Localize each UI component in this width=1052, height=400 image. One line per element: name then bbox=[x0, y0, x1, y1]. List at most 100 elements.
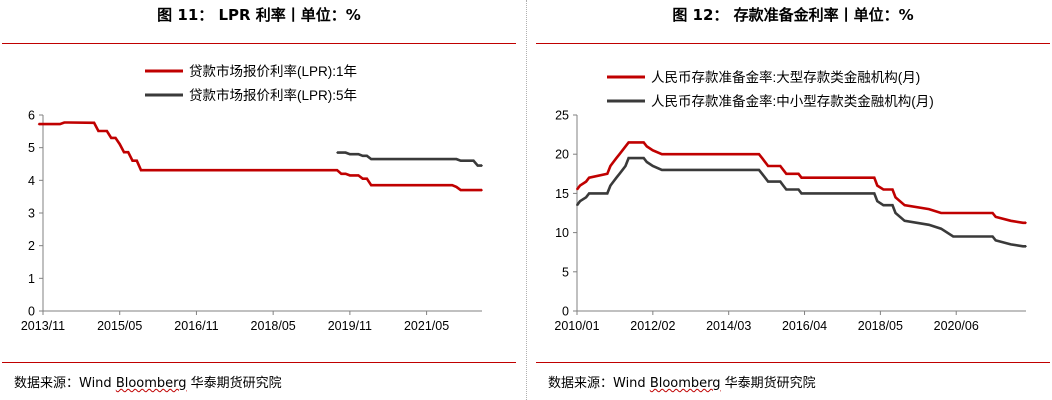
series-point-1 bbox=[618, 153, 621, 155]
series-point-1 bbox=[800, 176, 803, 179]
series-point-2 bbox=[349, 153, 351, 155]
series-point-1 bbox=[579, 184, 581, 187]
series-point-1 bbox=[370, 184, 373, 186]
x-tick-label: 2016/04 bbox=[782, 319, 827, 333]
series-point-1 bbox=[779, 165, 782, 167]
y-tick-label: 0 bbox=[28, 305, 35, 319]
series-point-1 bbox=[873, 176, 876, 179]
series-point-2 bbox=[357, 153, 360, 155]
x-tick-label: 2012/02 bbox=[630, 319, 675, 333]
series-point-2 bbox=[481, 164, 483, 167]
x-tick-label: 2015/05 bbox=[97, 319, 142, 333]
source-underlined: Bloomberg bbox=[115, 376, 187, 391]
series-point-2 bbox=[894, 212, 897, 214]
series-point-2 bbox=[761, 173, 763, 175]
series-point-1 bbox=[1010, 220, 1012, 222]
series-point-1 bbox=[588, 176, 590, 179]
y-tick-label: 10 bbox=[555, 226, 569, 240]
series-point-2 bbox=[1025, 245, 1027, 248]
series-point-2 bbox=[800, 192, 803, 195]
series-point-2 bbox=[361, 155, 364, 157]
series-point-2 bbox=[652, 165, 654, 167]
figure-11-bottom-rule bbox=[2, 362, 516, 363]
y-tick-label: 4 bbox=[28, 174, 35, 188]
series-point-2 bbox=[903, 220, 906, 222]
series-point-1 bbox=[451, 184, 454, 186]
series-point-1 bbox=[42, 123, 44, 125]
series-point-1 bbox=[340, 173, 343, 175]
series-point-2 bbox=[609, 184, 612, 187]
source-prefix: 数据来源：Wind bbox=[14, 376, 116, 391]
series-point-1 bbox=[357, 174, 360, 177]
series-point-1 bbox=[928, 208, 930, 210]
series-point-1 bbox=[627, 141, 630, 144]
y-tick-label: 0 bbox=[562, 305, 569, 319]
figure-12-panel: 图 12： 存款准备金利率丨单位：% 0 5 10 15 20 25 2010/01 2012… bbox=[534, 0, 1052, 400]
y-tick-label: 5 bbox=[28, 141, 35, 155]
series-point-2 bbox=[370, 158, 373, 160]
series-point-1 bbox=[576, 188, 578, 191]
series-point-1 bbox=[67, 121, 70, 124]
y-tick-label: 3 bbox=[28, 207, 35, 221]
series-point-2 bbox=[891, 204, 894, 206]
series-point-2 bbox=[576, 204, 578, 206]
series-point-1 bbox=[118, 143, 121, 145]
series-point-1 bbox=[991, 212, 994, 214]
series-point-2 bbox=[627, 157, 630, 159]
series-point-1 bbox=[63, 121, 66, 124]
series-point-1 bbox=[661, 153, 663, 155]
figure-11-panel: 图 11： LPR 利率丨单位：% 0 1 2 3 4 5 6 2013/11 2015/05 2… bbox=[0, 0, 518, 400]
series-point-1 bbox=[1025, 222, 1027, 224]
series-point-2 bbox=[767, 180, 769, 183]
panel-divider bbox=[526, 0, 527, 400]
series-point-2 bbox=[579, 200, 581, 202]
y-tick-label: 6 bbox=[28, 109, 35, 123]
series-point-2 bbox=[615, 176, 618, 179]
series-point-2 bbox=[624, 165, 627, 167]
lpr-chart: 0 1 2 3 4 5 6 2013/11 2015/05 2016/11 2018/05 2019/… bbox=[21, 63, 483, 333]
series-point-2 bbox=[785, 188, 788, 191]
y-tick-label: 2 bbox=[28, 239, 35, 253]
series-point-2 bbox=[459, 159, 462, 162]
series-point-1 bbox=[876, 184, 879, 187]
series-point-2 bbox=[779, 180, 782, 183]
series-point-2 bbox=[366, 155, 368, 157]
series-point-2 bbox=[585, 196, 587, 199]
series-point-2 bbox=[1022, 245, 1024, 248]
series-point-1 bbox=[37, 123, 40, 125]
series-line-2 bbox=[575, 156, 1026, 248]
x-tick-label: 2018/05 bbox=[251, 319, 296, 333]
series-point-2 bbox=[472, 159, 475, 162]
figure-12-title: 图 12： 存款准备金利率丨单位：% bbox=[672, 6, 914, 24]
series-point-1 bbox=[123, 151, 125, 153]
series-point-1 bbox=[1022, 222, 1024, 224]
series-point-1 bbox=[140, 169, 142, 171]
x-tick-label: 2020/06 bbox=[934, 319, 979, 333]
source-prefix: 数据来源：Wind bbox=[548, 376, 650, 391]
x-tick-label: 2010/01 bbox=[554, 319, 599, 333]
series-point-2 bbox=[612, 180, 615, 183]
legend-label-2: 贷款市场报价利率(LPR):5年 bbox=[189, 87, 357, 103]
series-point-2 bbox=[344, 151, 347, 154]
series-point-2 bbox=[588, 192, 590, 195]
series-point-1 bbox=[646, 145, 648, 148]
series-point-1 bbox=[785, 173, 788, 175]
x-tick-label: 2016/11 bbox=[174, 319, 218, 333]
series-point-1 bbox=[621, 149, 624, 152]
series-point-1 bbox=[612, 161, 615, 163]
y-tick-label: 1 bbox=[28, 272, 35, 286]
series-point-2 bbox=[782, 184, 785, 187]
y-tick-label: 25 bbox=[555, 109, 569, 123]
series-point-1 bbox=[131, 159, 134, 162]
series-point-1 bbox=[585, 180, 587, 183]
series-point-2 bbox=[642, 157, 645, 159]
series-point-2 bbox=[758, 169, 760, 171]
series-point-1 bbox=[761, 157, 763, 159]
series-point-2 bbox=[1010, 243, 1012, 246]
source-suffix: 华泰期货研究院 bbox=[186, 376, 282, 391]
series-point-1 bbox=[136, 159, 138, 162]
figure-11-top-rule bbox=[2, 43, 516, 44]
figure-12-source: 数据来源：Wind Bloomberg 华泰期货研究院 bbox=[548, 372, 816, 391]
source-underlined: Bloomberg bbox=[649, 376, 721, 391]
series-point-1 bbox=[336, 169, 338, 171]
